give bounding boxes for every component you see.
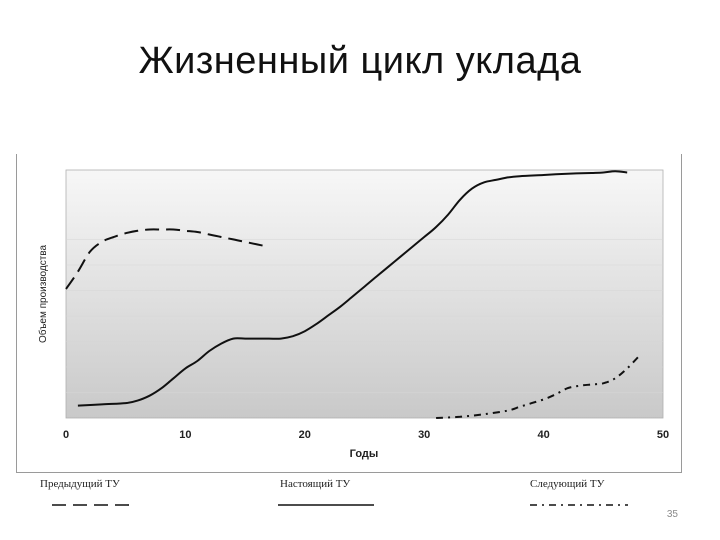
slide-title: Жизненный цикл уклада bbox=[138, 40, 582, 82]
y-axis-label: Объем производства bbox=[37, 245, 49, 344]
page-number: 35 bbox=[666, 509, 678, 520]
x-tick-label: 20 bbox=[299, 429, 311, 441]
chart-frame bbox=[16, 154, 682, 473]
legend-label-next: Следующий ТУ bbox=[530, 478, 605, 490]
series-line-previous bbox=[65, 228, 270, 290]
x-tick-label: 50 bbox=[657, 429, 669, 441]
x-tick-label: 0 bbox=[63, 429, 69, 441]
x-tick-label: 30 bbox=[418, 429, 430, 441]
legend-label-current: Настоящий ТУ bbox=[280, 478, 351, 490]
x-tick-label: 10 bbox=[179, 429, 191, 441]
x-axis-label: Годы bbox=[350, 448, 379, 460]
x-tick-label: 40 bbox=[537, 429, 549, 441]
plot-area bbox=[65, 169, 664, 419]
x-tick-labels: 0 10 20 30 40 50 bbox=[63, 429, 669, 441]
plot-bands bbox=[66, 239, 663, 393]
legend-label-previous: Предыдущий ТУ bbox=[40, 478, 120, 490]
series-layer bbox=[65, 170, 640, 419]
series-line-current bbox=[77, 170, 628, 407]
